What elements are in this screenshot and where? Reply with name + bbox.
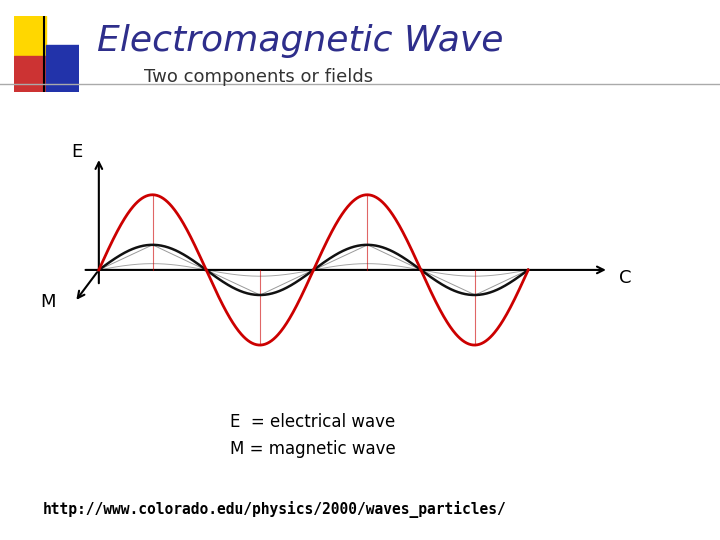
Text: Two components or fields: Two components or fields	[144, 68, 373, 85]
Text: http://www.colorado.edu/physics/2000/waves_particles/: http://www.colorado.edu/physics/2000/wav…	[43, 502, 507, 518]
Text: E  = electrical wave: E = electrical wave	[230, 413, 396, 431]
Text: M: M	[40, 293, 55, 311]
Text: M = magnetic wave: M = magnetic wave	[230, 440, 396, 458]
Text: E: E	[72, 143, 83, 161]
Text: Electromagnetic Wave: Electromagnetic Wave	[97, 24, 504, 58]
Bar	[14, 56, 45, 92]
Text: C: C	[619, 269, 632, 287]
Bar	[45, 45, 79, 92]
Bar	[14, 16, 45, 56]
